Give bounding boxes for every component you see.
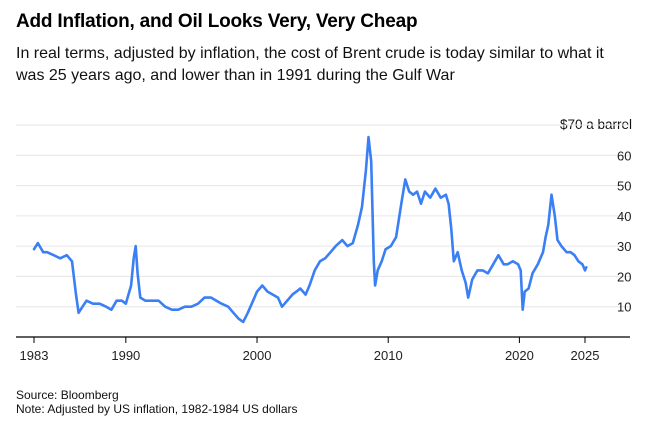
x-tick-label: 2000 [243,348,272,363]
y-tick-label: 60 [617,148,631,163]
adjustment-note: Note: Adjusted by US inflation, 1982-198… [16,402,298,416]
source-note: Source: Bloomberg [16,388,119,402]
chart-title: Add Inflation, and Oil Looks Very, Very … [16,11,418,32]
x-tick-label: 2025 [571,348,600,363]
y-tick-label: 30 [617,239,631,254]
y-tick-label: 40 [617,209,631,224]
y-tick-label: 50 [617,179,631,194]
y-tick-label: 10 [617,300,631,315]
chart-subtitle: In real terms, adjusted by inflation, th… [16,45,604,84]
y-tick-label: 20 [617,269,631,284]
x-tick-label: 2020 [505,348,534,363]
x-tick-label: 1990 [111,348,140,363]
series-line-brent-real-price [32,135,588,324]
x-tick-label: 1983 [20,348,49,363]
x-tick-label: 2010 [374,348,403,363]
